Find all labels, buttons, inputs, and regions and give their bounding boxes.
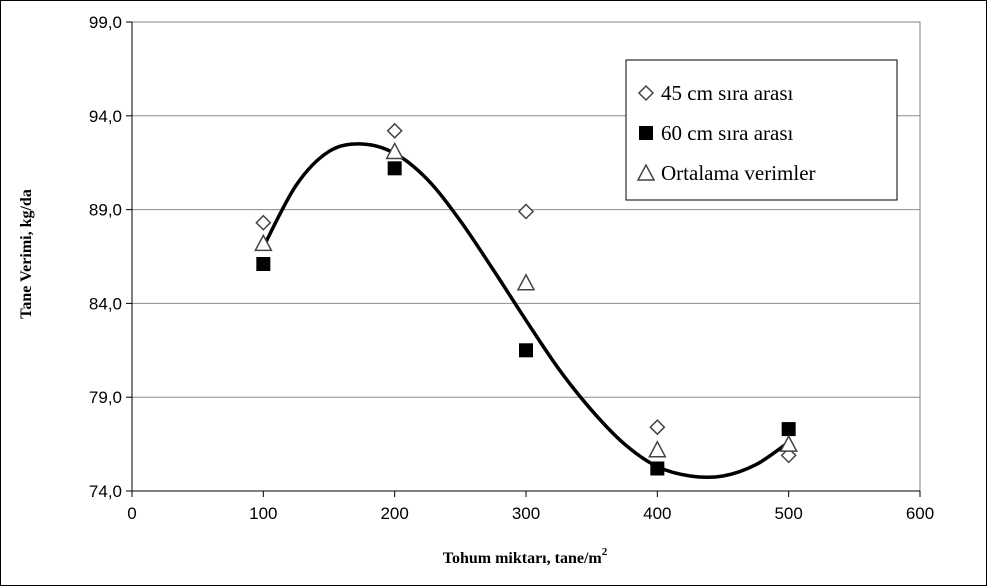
x-tick-label: 500 [774, 504, 802, 523]
legend-label: 60 cm sıra arası [661, 121, 794, 145]
x-tick-label: 0 [127, 504, 136, 523]
y-axis-ticks: 74,0 79,0 84,0 89,0 94,0 99,0 [89, 13, 132, 501]
x-axis-ticks: 0 100 200 300 400 500 600 [127, 491, 934, 523]
data-point-triangle-open [779, 434, 798, 452]
data-point-square-filled [256, 257, 271, 272]
x-tick-label: 100 [249, 504, 277, 523]
legend-label: Ortalama verimler [661, 161, 816, 185]
data-point-diamond-open [517, 203, 535, 220]
data-point-triangle-open [648, 440, 667, 458]
x-axis-title-superscript: 2 [602, 546, 608, 558]
legend-box [625, 59, 898, 201]
y-tick-label: 94,0 [89, 107, 122, 126]
x-axis-title: Tohum miktarı, tane/m2 [443, 546, 608, 567]
legend: 45 cm sıra arası 60 cm sıra arası Ortalama… [625, 59, 898, 201]
x-axis-title-text: Tohum miktarı, tane/m [443, 550, 603, 567]
x-tick-label: 300 [512, 504, 540, 523]
y-tick-label: 89,0 [89, 201, 122, 220]
data-point-triangle-open [516, 273, 536, 291]
y-axis-title: Tane Verimi, kg/da [18, 189, 35, 319]
data-point-square-filled [650, 461, 665, 476]
data-point-diamond-open [386, 122, 403, 139]
y-tick-label: 99,0 [89, 13, 122, 32]
legend-label: 45 cm sıra arası [661, 81, 794, 105]
data-point-diamond-open [780, 447, 797, 464]
x-tick-label: 400 [643, 504, 671, 523]
y-tick-label: 79,0 [89, 388, 122, 407]
legend-marker-triangle-open [636, 163, 656, 181]
data-point-triangle-open [385, 141, 404, 160]
y-tick-label: 84,0 [89, 294, 122, 313]
data-point-diamond-open [255, 214, 272, 231]
x-tick-label: 600 [906, 504, 934, 523]
trend-curve [261, 142, 790, 480]
data-point-square-filled [519, 343, 533, 358]
x-tick-label: 200 [380, 504, 408, 523]
legend-marker-square-filled [639, 126, 653, 140]
data-point-diamond-open [649, 419, 666, 436]
data-point-triangle-open [254, 233, 273, 252]
legend-marker-diamond-open [637, 84, 655, 102]
y-tick-label: 74,0 [89, 482, 122, 501]
data-point-square-filled [387, 161, 402, 176]
data-points [254, 122, 798, 476]
data-point-square-filled [781, 422, 796, 437]
